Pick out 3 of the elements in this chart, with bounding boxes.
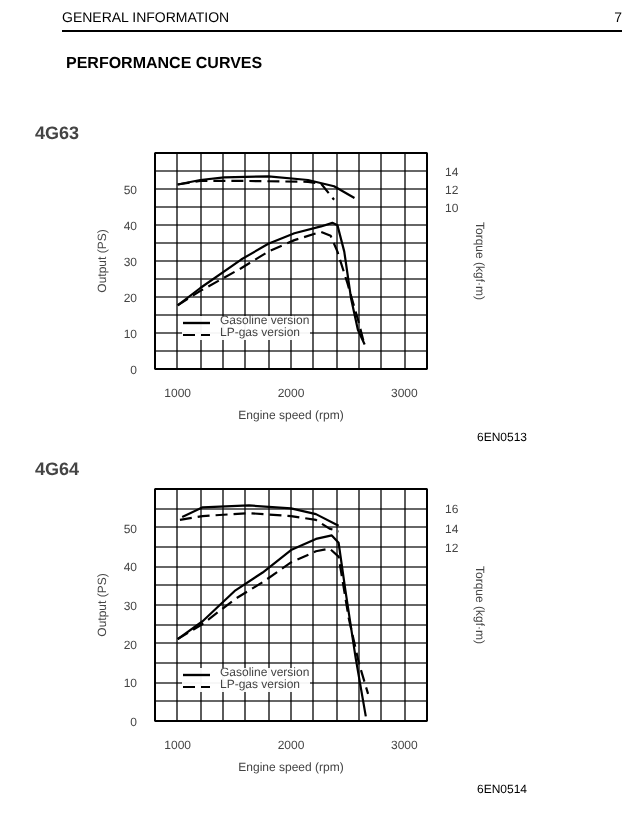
chart-title: 4G64	[35, 459, 80, 479]
text: PERFORMANCE CURVES	[66, 52, 265, 75]
chart-title: 4G63	[35, 123, 80, 143]
